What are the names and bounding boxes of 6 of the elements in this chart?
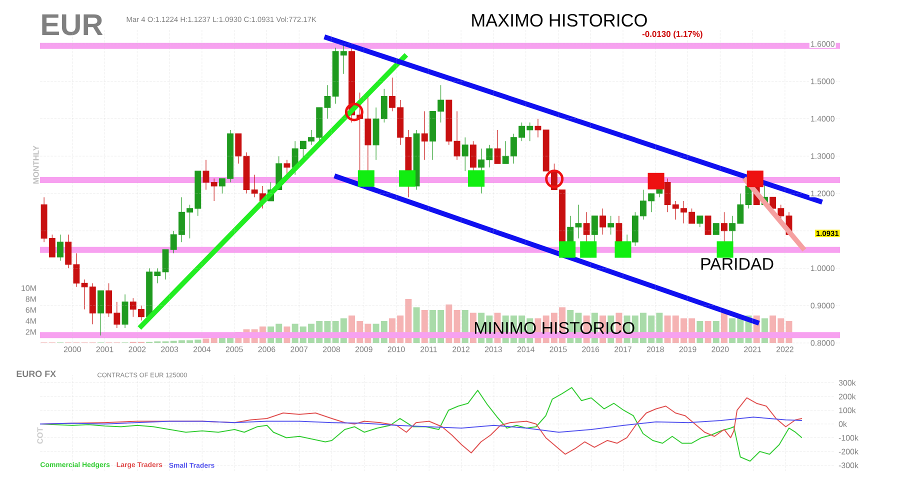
- annotation: MINIMO HISTORICO: [474, 322, 634, 334]
- chart-title: EURO FX: [16, 370, 56, 378]
- annotation: MAXIMO HISTORICO: [472, 14, 647, 27]
- annotation: PARIDAD: [701, 258, 774, 270]
- annotation: -0.0130 (1.17%): [642, 30, 702, 39]
- chart-title: EUR: [42, 14, 103, 36]
